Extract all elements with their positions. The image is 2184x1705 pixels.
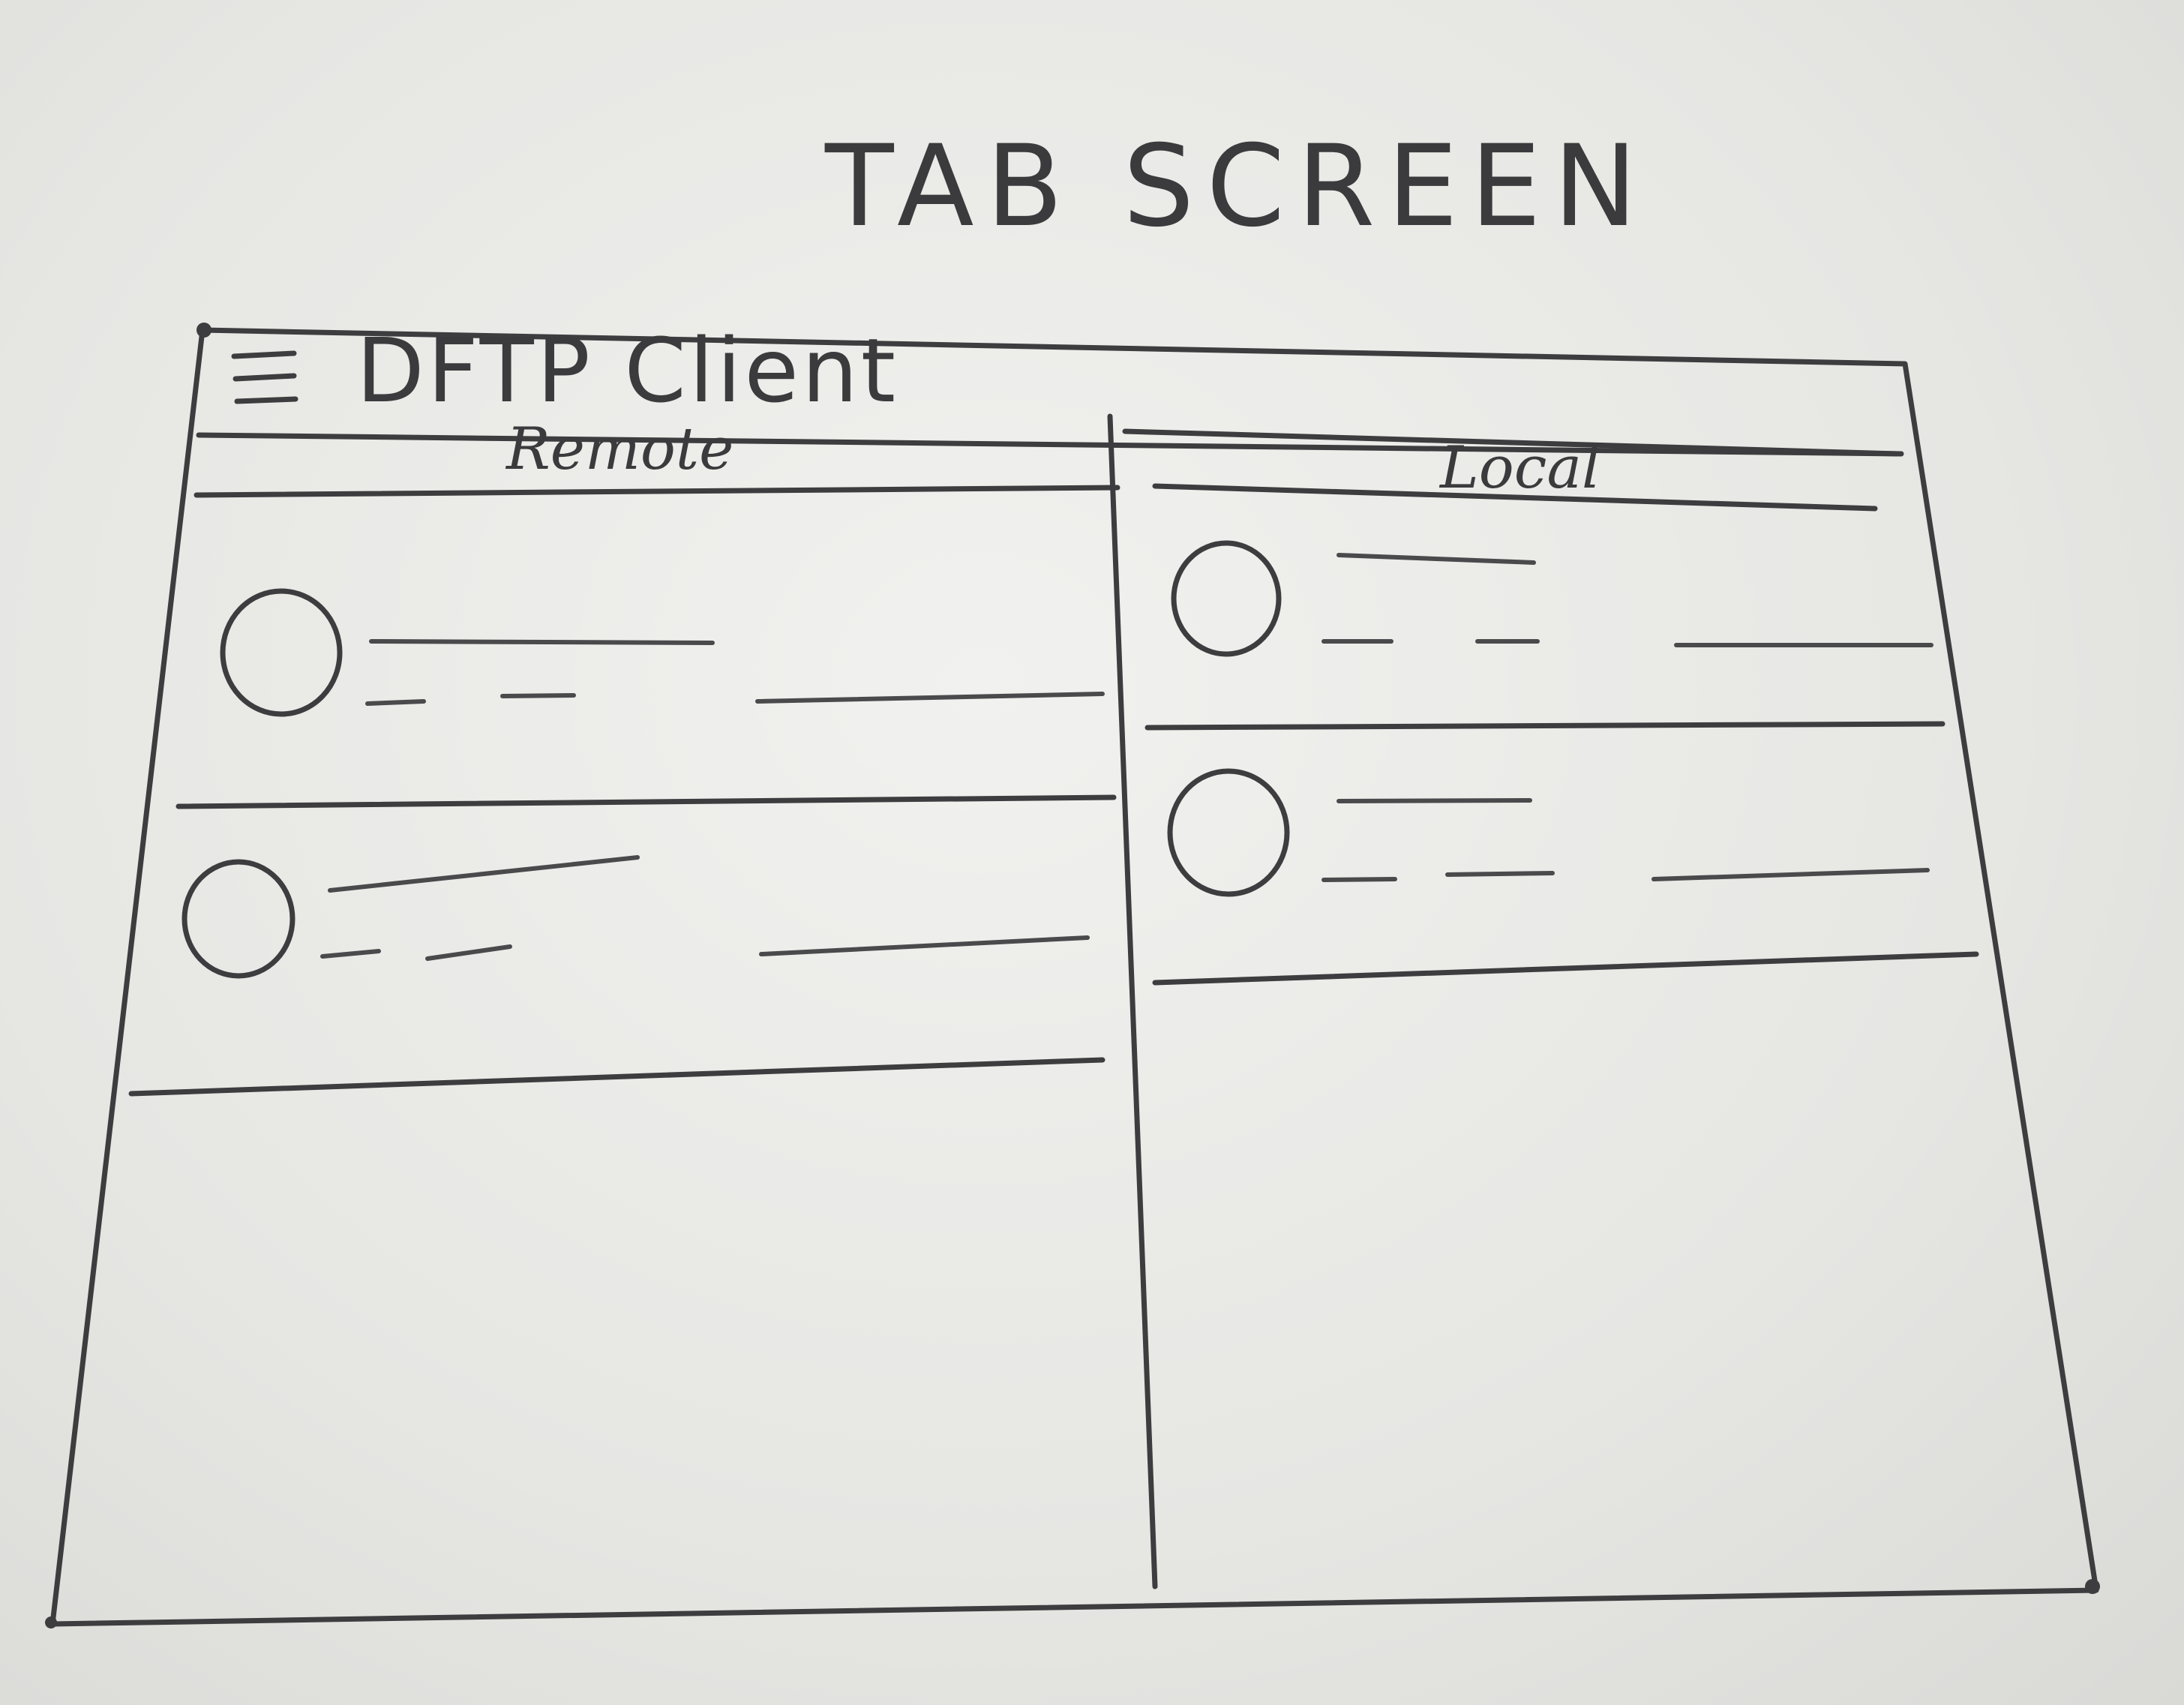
hamburger-menu-icon[interactable] xyxy=(231,350,298,404)
remote-column-label: Remote xyxy=(505,416,734,483)
list-item[interactable] xyxy=(1167,768,1930,897)
app-bar: DFTP Client xyxy=(196,319,1904,457)
item-subtitle-dash xyxy=(500,693,576,698)
item-title-line xyxy=(1336,798,1532,803)
local-header-border xyxy=(1152,483,1878,512)
list-item[interactable] xyxy=(220,588,1105,717)
item-subtitle-dash xyxy=(365,699,426,706)
app-title: DFTP Client xyxy=(356,319,898,422)
item-subtitle-dash xyxy=(425,944,512,961)
item-meta-line xyxy=(759,935,1090,956)
list-item-divider xyxy=(176,794,1117,809)
item-title-line xyxy=(328,855,640,893)
local-column-label: Local xyxy=(1438,434,1600,502)
local-column: Local xyxy=(1122,428,1979,986)
list-item-divider xyxy=(1152,951,1979,986)
circle-placeholder-icon xyxy=(220,588,343,717)
list-item[interactable] xyxy=(1171,540,1934,657)
remote-column: Remote xyxy=(128,416,1120,1097)
device-frame xyxy=(50,327,2099,1627)
item-meta-line xyxy=(755,692,1105,704)
item-subtitle-dash xyxy=(320,949,381,959)
page-heading: TAB SCREEN xyxy=(824,122,1649,252)
circle-placeholder-icon xyxy=(182,859,296,979)
list-item-divider xyxy=(128,1057,1106,1097)
list-item[interactable] xyxy=(182,855,1090,979)
item-title-line xyxy=(1336,553,1536,565)
item-title-line xyxy=(369,639,715,645)
list-item-divider xyxy=(1144,721,1946,731)
item-subtitle-dash xyxy=(1322,877,1397,882)
app-bar-bottom-border xyxy=(196,432,1904,457)
column-divider xyxy=(1107,413,1158,1589)
remote-header-border xyxy=(194,485,1120,498)
item-meta-line xyxy=(1652,868,1930,881)
ink-blot xyxy=(45,1616,57,1628)
ink-blot xyxy=(2085,1579,2100,1594)
circle-placeholder-icon xyxy=(1167,768,1290,897)
local-header-top-border xyxy=(1122,428,1900,457)
item-subtitle-dash xyxy=(1445,871,1555,877)
circle-placeholder-icon xyxy=(1171,540,1282,657)
ink-blot xyxy=(196,323,212,338)
